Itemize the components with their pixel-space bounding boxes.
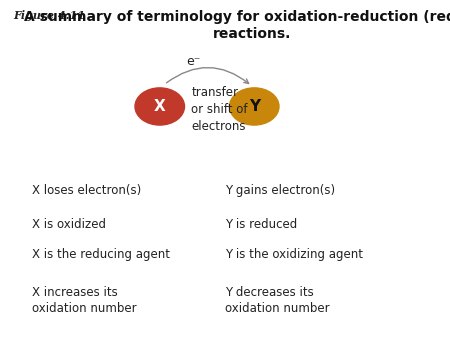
Text: X is oxidized: X is oxidized <box>32 218 105 231</box>
Text: X loses electron(s): X loses electron(s) <box>32 184 141 197</box>
Text: e⁻: e⁻ <box>186 55 201 68</box>
Text: Y is reduced: Y is reduced <box>225 218 297 231</box>
Text: Figure 4.11: Figure 4.11 <box>14 10 86 21</box>
FancyArrowPatch shape <box>166 68 248 83</box>
Text: X: X <box>154 99 166 114</box>
Text: Y is the oxidizing agent: Y is the oxidizing agent <box>225 248 363 261</box>
Text: Y decreases its
oxidation number: Y decreases its oxidation number <box>225 286 329 315</box>
Circle shape <box>230 88 279 125</box>
Text: Y: Y <box>249 99 260 114</box>
Text: Y gains electron(s): Y gains electron(s) <box>225 184 335 197</box>
Text: transfer
or shift of
electrons: transfer or shift of electrons <box>191 86 248 134</box>
Text: X is the reducing agent: X is the reducing agent <box>32 248 170 261</box>
Text: X increases its
oxidation number: X increases its oxidation number <box>32 286 136 315</box>
Circle shape <box>135 88 184 125</box>
Text: A summary of terminology for oxidation-reduction (redox)
reactions.: A summary of terminology for oxidation-r… <box>23 10 450 42</box>
